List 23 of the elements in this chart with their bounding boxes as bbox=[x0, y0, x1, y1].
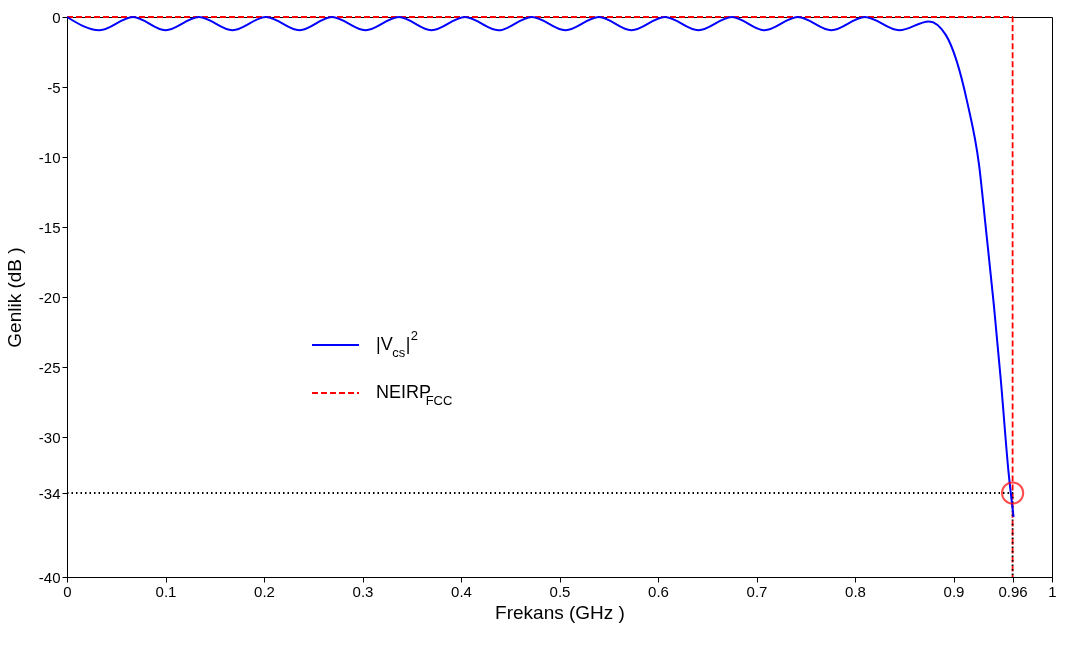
y-axis-title: Genlik (dB ) bbox=[3, 247, 25, 348]
x-tick-label: 1 bbox=[1048, 582, 1057, 600]
x-tick-label: 0.6 bbox=[648, 582, 669, 600]
x-tick-label: 0.2 bbox=[254, 582, 275, 600]
x-tick-label: 0.9 bbox=[943, 582, 965, 600]
y-tick-label: 0 bbox=[52, 8, 61, 26]
x-tick-label: 0.4 bbox=[451, 582, 472, 600]
y-tick-label: -5 bbox=[47, 78, 61, 96]
y-tick-label: -10 bbox=[38, 148, 61, 166]
y-tick-label: -34 bbox=[38, 484, 61, 502]
x-tick-label: 0.3 bbox=[352, 582, 374, 600]
x-tick-label: 0.1 bbox=[155, 582, 177, 600]
x-tick-label: 0.96 bbox=[998, 582, 1028, 600]
x-tick-label: 0.7 bbox=[746, 582, 768, 600]
y-tick-label: -15 bbox=[38, 218, 61, 236]
x-tick-label: 0.5 bbox=[549, 582, 571, 600]
x-axis-title: Frekans (GHz ) bbox=[495, 601, 625, 623]
y-tick-label: -30 bbox=[38, 428, 61, 446]
x-tick-label: 0 bbox=[63, 582, 72, 600]
y-tick-label: -25 bbox=[38, 358, 61, 376]
y-tick-label: -20 bbox=[38, 288, 61, 306]
y-tick-label: -40 bbox=[38, 568, 61, 586]
x-tick-label: 0.8 bbox=[845, 582, 866, 600]
